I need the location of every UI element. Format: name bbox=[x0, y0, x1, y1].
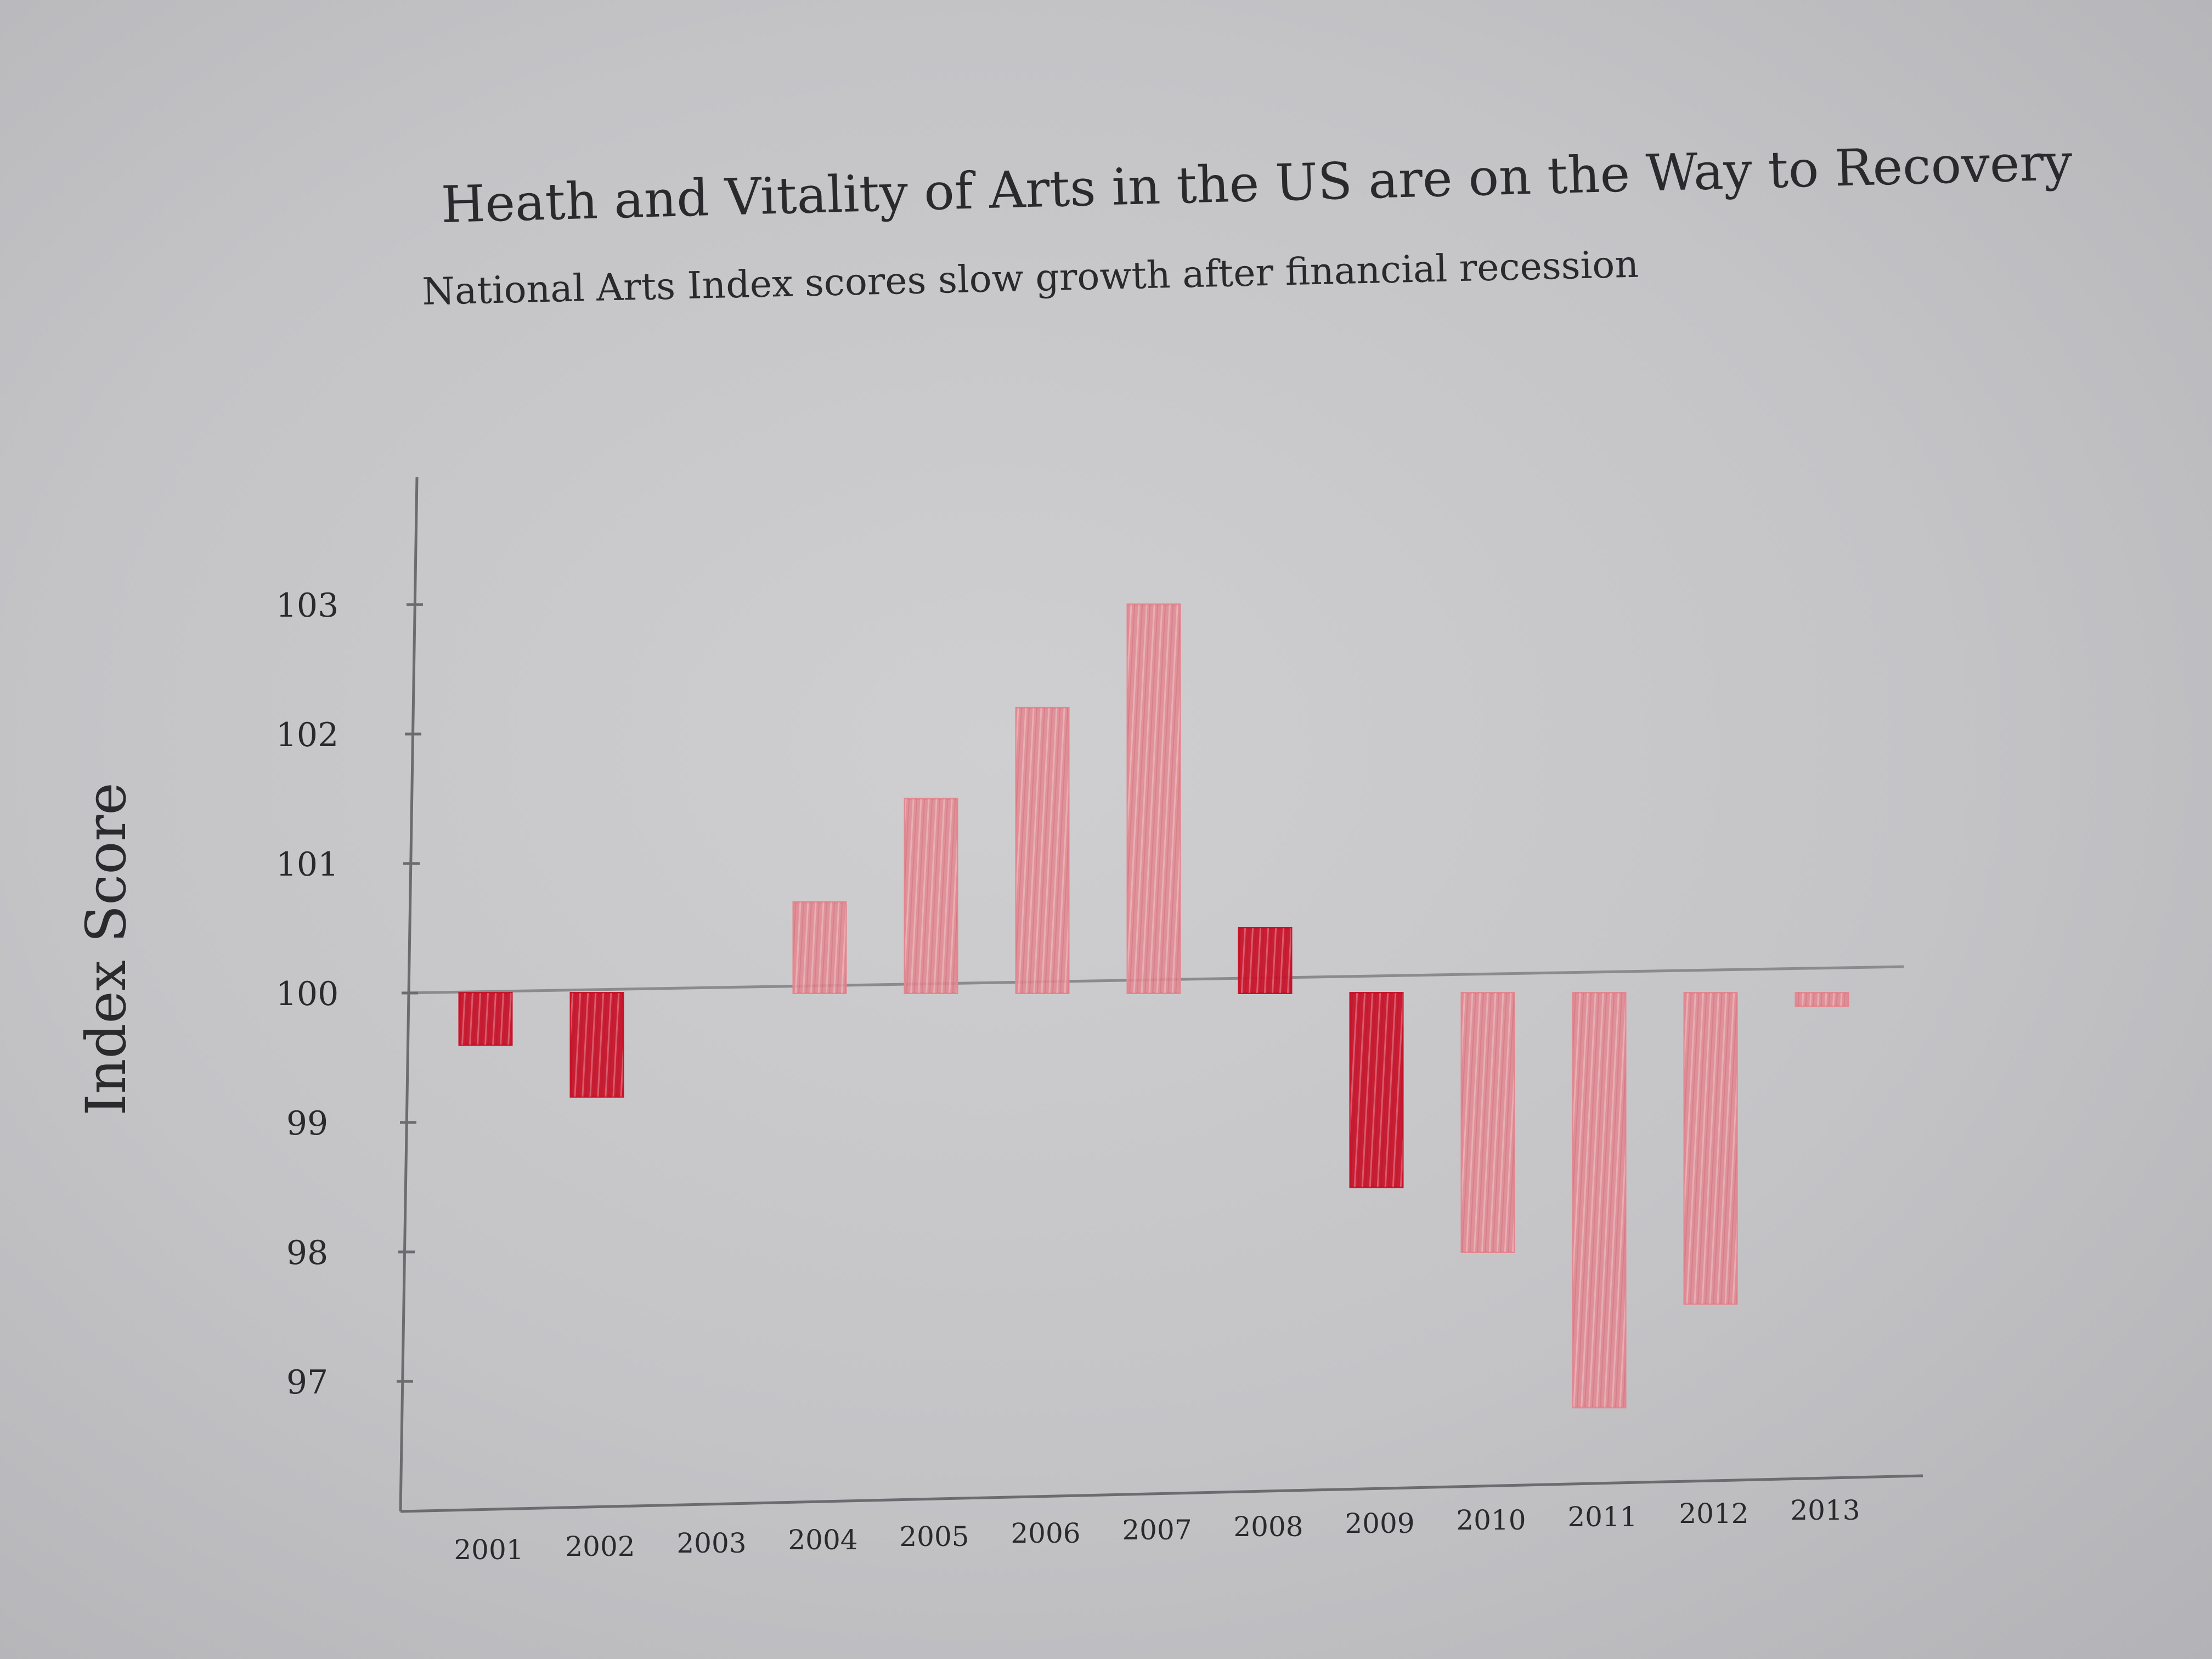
bar-texture-2009 bbox=[1350, 993, 1403, 1187]
y-tick-label: 102 bbox=[276, 716, 339, 754]
y-tick-label: 98 bbox=[286, 1234, 328, 1272]
x-tick-label-2012: 2012 bbox=[1679, 1498, 1748, 1530]
bar-texture-2012 bbox=[1684, 993, 1737, 1304]
bar-texture-2002 bbox=[571, 993, 623, 1097]
chart-title: Heath and Vitality of Arts in the US are… bbox=[441, 133, 2073, 234]
x-tick-label-2006: 2006 bbox=[1011, 1517, 1080, 1549]
y-tick-label: 99 bbox=[286, 1104, 328, 1143]
x-tick-label-2005: 2005 bbox=[899, 1521, 969, 1553]
x-tick-label-2013: 2013 bbox=[1790, 1494, 1860, 1526]
bar-texture-2008 bbox=[1239, 928, 1291, 993]
bar-texture-2004 bbox=[793, 902, 846, 993]
y-axis-ticks: 97 98 99 100 101 102 103 bbox=[276, 586, 423, 1402]
y-tick-label: 97 bbox=[286, 1363, 328, 1402]
x-tick-label-2011: 2011 bbox=[1567, 1501, 1637, 1533]
x-tick-label-2008: 2008 bbox=[1233, 1511, 1303, 1543]
bar-texture-2001 bbox=[459, 993, 512, 1045]
x-tick-label-2002: 2002 bbox=[565, 1531, 635, 1562]
bar-series bbox=[458, 603, 1849, 1409]
y-tick-label: 100 bbox=[276, 975, 339, 1013]
bar-texture-2006 bbox=[1016, 708, 1069, 993]
x-axis-line bbox=[400, 1474, 1923, 1513]
x-tick-label-2003: 2003 bbox=[676, 1527, 746, 1559]
y-tick-label: 103 bbox=[276, 586, 339, 625]
bar-texture-2005 bbox=[905, 799, 957, 993]
bar-texture-2013 bbox=[1796, 993, 1848, 1006]
x-axis-tick-labels: 2001 2002 2003 2004 2005 2006 2007 2008 2009 2010… bbox=[454, 1494, 1860, 1566]
bar-texture-2010 bbox=[1462, 993, 1514, 1252]
bar-texture-2007 bbox=[1127, 605, 1180, 993]
y-axis-label: Index Score bbox=[74, 783, 138, 1116]
x-tick-label-2009: 2009 bbox=[1345, 1508, 1414, 1539]
x-tick-label-2010: 2010 bbox=[1456, 1504, 1526, 1536]
bar-texture-2011 bbox=[1573, 993, 1626, 1408]
chart-subtitle: National Arts Index scores slow growth a… bbox=[422, 243, 1639, 314]
x-tick-label-2001: 2001 bbox=[454, 1534, 523, 1566]
x-tick-label-2007: 2007 bbox=[1122, 1514, 1192, 1546]
x-tick-label-2004: 2004 bbox=[788, 1524, 857, 1556]
y-tick-label: 101 bbox=[276, 845, 339, 884]
